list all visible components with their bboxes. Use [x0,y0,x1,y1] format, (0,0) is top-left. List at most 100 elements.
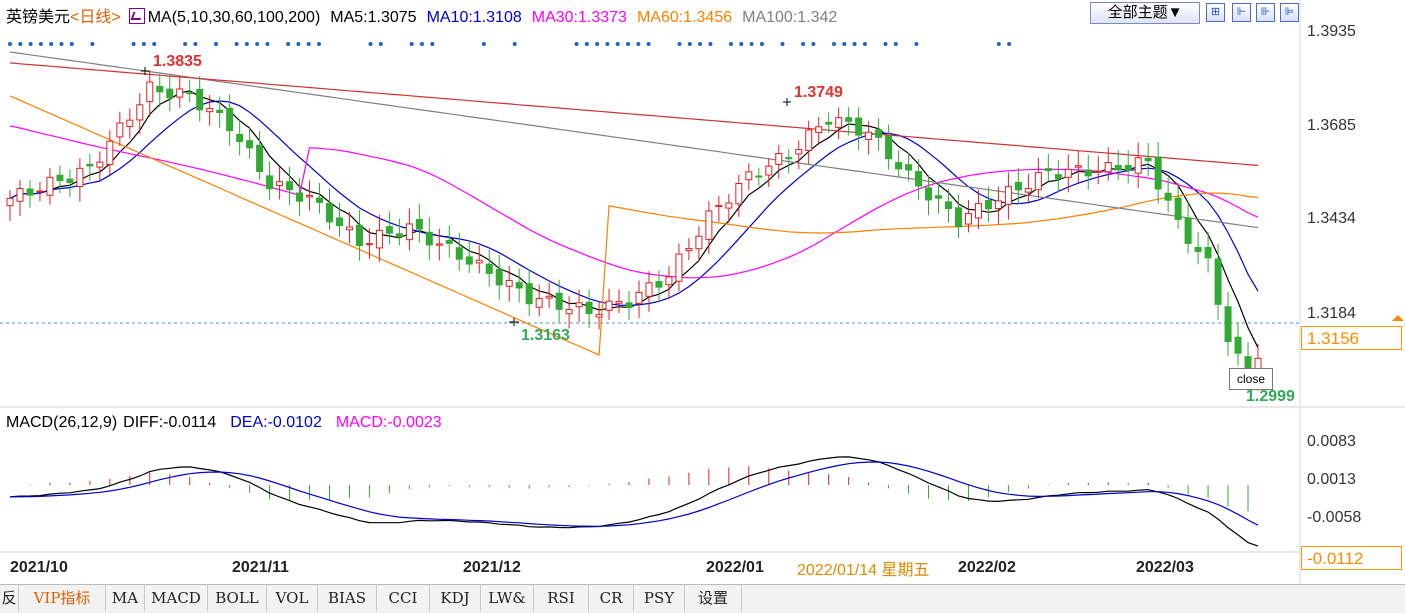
tab-boll[interactable]: BOLL [208,585,267,611]
candle-body [495,268,503,286]
candle-body [1124,165,1132,171]
tab-cr[interactable]: CR [589,585,634,611]
candle-body [915,171,923,187]
low-annotation-2: 1.2999 [1246,388,1295,405]
event-dot [862,42,867,46]
candle-body [16,187,24,202]
candle-body [1094,170,1102,173]
candle-body [605,300,613,311]
candle-body [1184,217,1192,244]
candle-body [1044,168,1052,172]
candle-body [715,204,723,208]
candle-body [1154,156,1162,190]
tab-cci[interactable]: CCI [377,585,430,611]
tab-ma[interactable]: MA [106,585,145,611]
ma60-value: MA60:1.3456 [636,9,733,26]
event-dot [842,42,847,46]
event-dot [636,42,641,46]
macd-dea: DEA:-0.0102 [230,414,322,431]
tab-fan[interactable]: 反 [0,585,19,611]
theme-select-button[interactable]: 全部主题▼ [1090,2,1200,24]
main-header: 英镑美元<日线> MA(5,10,30,60,100,200) MA5:1.3075… [6,3,847,27]
candle-body [236,133,244,143]
x-axis-date-label: 2022/01 [706,559,764,576]
candle-body [6,197,14,207]
tab-bias[interactable]: BIAS [318,585,377,611]
candle-body [485,263,493,274]
event-dot [708,42,713,46]
candle-body [575,302,583,308]
candle-body [1054,174,1062,180]
event-dot [749,42,754,46]
ma10-value: MA10:1.3108 [426,9,522,26]
event-dot [420,42,424,46]
ma60-line [9,95,1259,356]
candle-body [845,117,853,122]
candle-body [1234,336,1242,354]
candle-body [286,181,294,191]
tab-vip[interactable]: VIP指标 [19,585,106,611]
tab-macd[interactable]: MACD [145,585,208,611]
candle-body [206,108,214,113]
grid-icon[interactable]: ⊞ [1206,3,1225,22]
current-price-box: 1.3156 [1301,326,1402,350]
candle-body [445,240,453,244]
tab-psy[interactable]: PSY [634,585,685,611]
candle-body [96,161,104,168]
candle-body [126,119,134,127]
candle-body [964,213,972,225]
candle-body [815,126,823,134]
tab-rsi[interactable]: RSI [534,585,589,611]
candle-body [875,129,883,138]
indicator-icon[interactable] [128,8,145,24]
event-dot [574,42,579,46]
event-dot [914,42,919,46]
candle-body [1224,306,1232,343]
event-dot [883,42,888,46]
tab-vol[interactable]: VOL [267,585,318,611]
candle-body [974,203,982,219]
high-marker-icon [141,67,149,75]
event-dot [409,42,414,46]
event-dot [368,42,373,46]
indicator-tab-bar: 反 VIP指标 MA MACD BOLL VOL BIAS CCI KDJ LW… [0,584,1405,613]
close-tooltip: close [1229,368,1273,390]
first-page-icon[interactable]: ⊩ [1232,3,1251,22]
tab-lwr[interactable]: LW& [481,585,534,611]
candle-body [944,201,952,210]
event-dot [677,42,682,46]
event-dot [69,42,74,46]
high-annotation-2: 1.3749 [794,84,843,101]
candle-body [645,282,653,297]
candle-body [415,219,423,230]
macd-diff: DIFF:-0.0114 [123,414,217,431]
tab-kdj[interactable]: KDJ [430,585,481,611]
event-dot [183,42,188,46]
candle-body [395,233,403,238]
candle-body [805,129,813,151]
prev-page-icon[interactable]: ⊪ [1256,3,1275,22]
next-page-icon[interactable]: ⊫ [1280,3,1299,22]
candle-body [635,291,643,304]
event-dot [430,42,435,46]
period-label[interactable]: <日线> [70,9,121,26]
candle-body [405,223,413,241]
current-price-arrow-icon [1392,315,1404,322]
candle-body [545,295,553,299]
ma100-value: MA100:1.342 [742,9,838,26]
event-dot [141,42,146,46]
event-dot [626,42,630,46]
candle-body [425,231,433,246]
tab-settings[interactable]: 设置 [685,585,742,611]
candle-body [26,188,34,196]
candle-body [865,131,873,140]
event-dot [296,42,301,46]
x-axis-date-label: 2021/11 [232,559,289,576]
low-marker-icon [509,318,519,326]
candle-body [276,181,284,186]
candle-body [256,144,264,172]
event-dot [595,42,600,46]
candle-body [375,229,383,249]
candle-body [1074,165,1082,168]
